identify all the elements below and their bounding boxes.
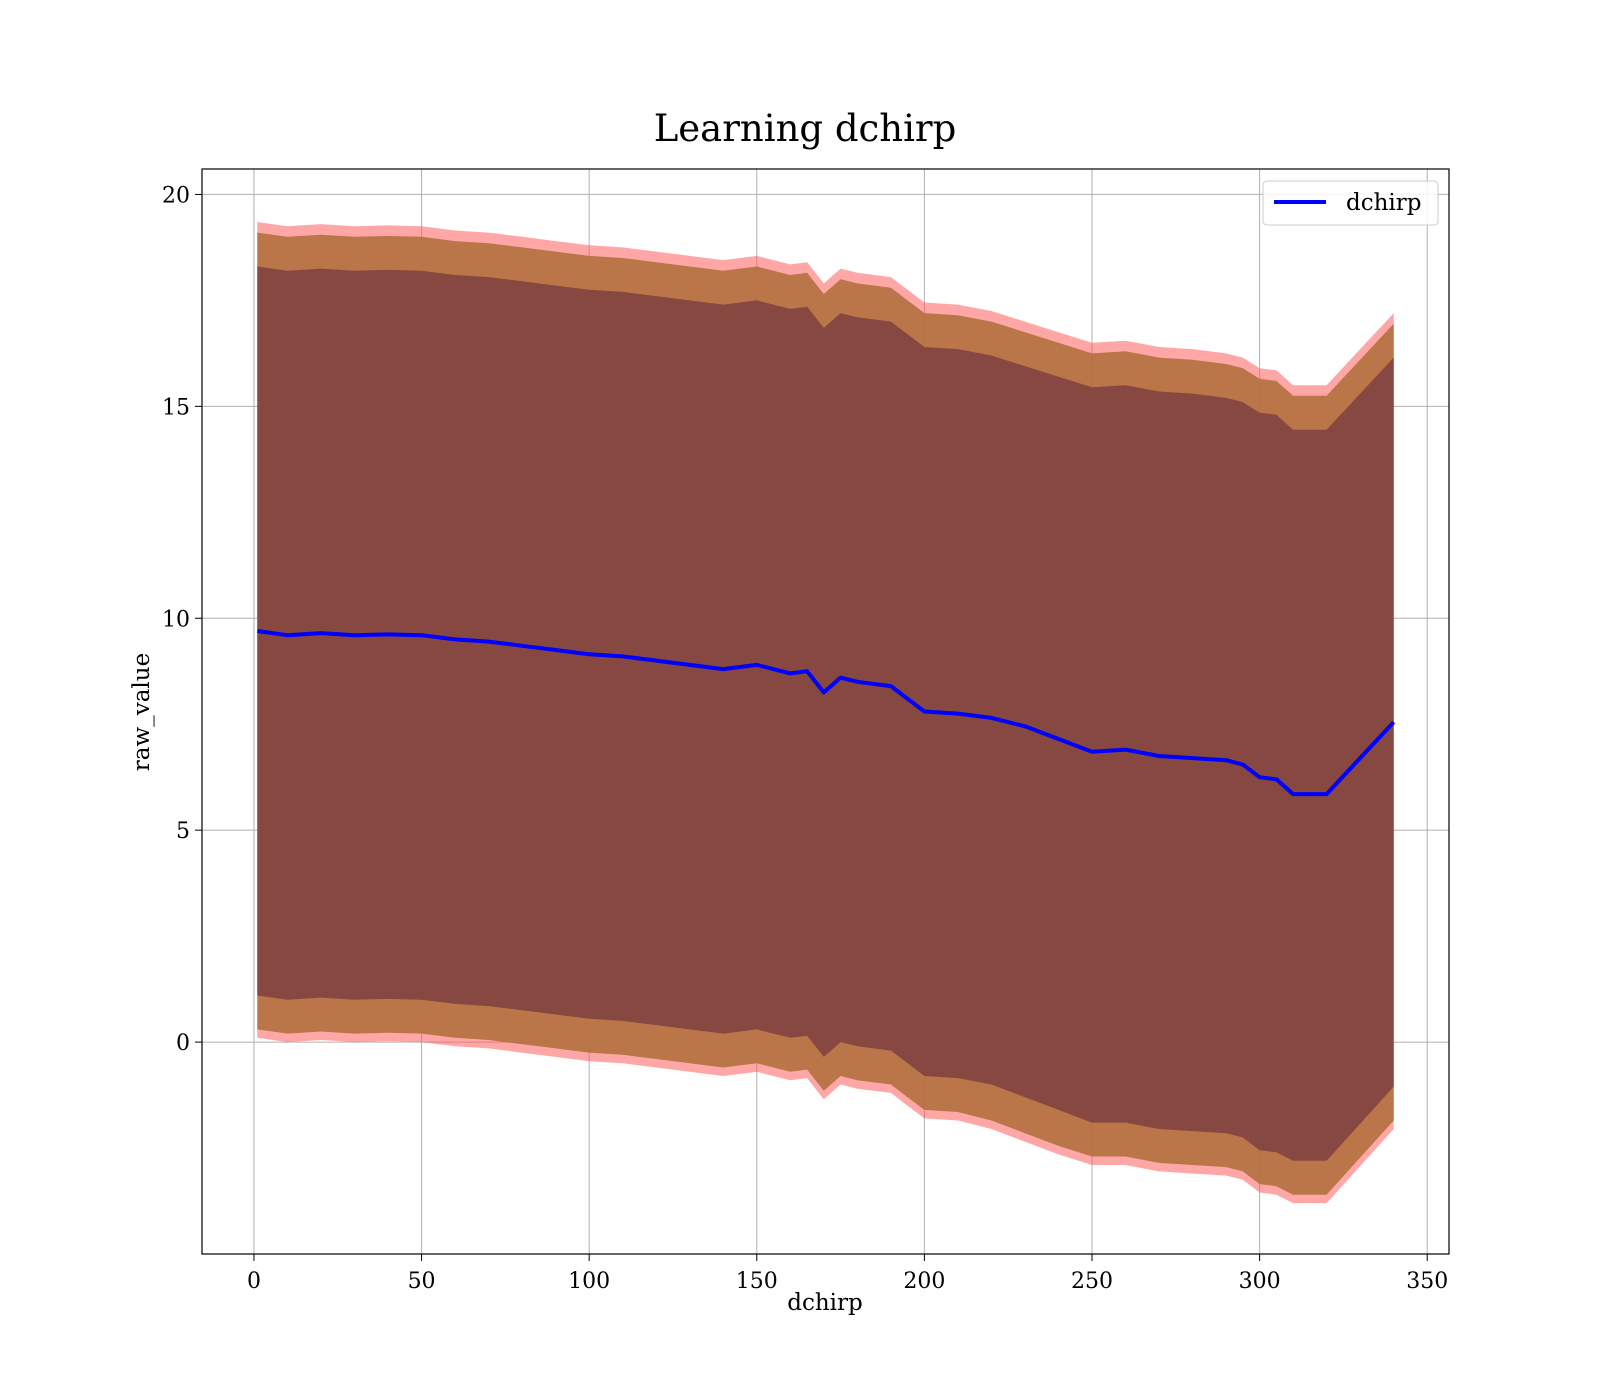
y-tick-label: 20 [162, 183, 190, 208]
plot-frame [201, 168, 1450, 1255]
y-tick-label: 10 [162, 607, 190, 632]
y-tick-label: 15 [162, 395, 190, 420]
y-axis-ticks: 0 5 10 15 20 [162, 183, 202, 1056]
x-tick-label: 300 [1239, 1269, 1281, 1294]
y-tick-label: 0 [176, 1031, 190, 1056]
legend: dchirp [1262, 180, 1439, 226]
legend-box [1262, 180, 1439, 226]
legend-label-dchirp: dchirp [1346, 190, 1422, 216]
chart-title: Learning dchirp [654, 107, 957, 150]
x-tick-label: 50 [408, 1269, 436, 1294]
series-line-dchirp [257, 629, 1396, 797]
y-tick-label: 5 [176, 819, 190, 844]
confidence-bands [257, 222, 1394, 1204]
y-axis-label: raw_value [129, 653, 155, 771]
x-tick-label: 250 [1071, 1269, 1113, 1294]
x-tick-label: 200 [903, 1269, 945, 1294]
x-tick-label: 0 [247, 1269, 261, 1294]
band-1std [257, 266, 1394, 1161]
x-tick-label: 150 [736, 1269, 778, 1294]
x-axis-label: dchirp [787, 1290, 863, 1316]
series-lines [257, 629, 1396, 797]
x-axis-ticks: 0 50 100 150 200 250 300 350 [247, 1254, 1448, 1294]
x-tick-label: 350 [1406, 1269, 1448, 1294]
x-tick-label: 100 [568, 1269, 610, 1294]
